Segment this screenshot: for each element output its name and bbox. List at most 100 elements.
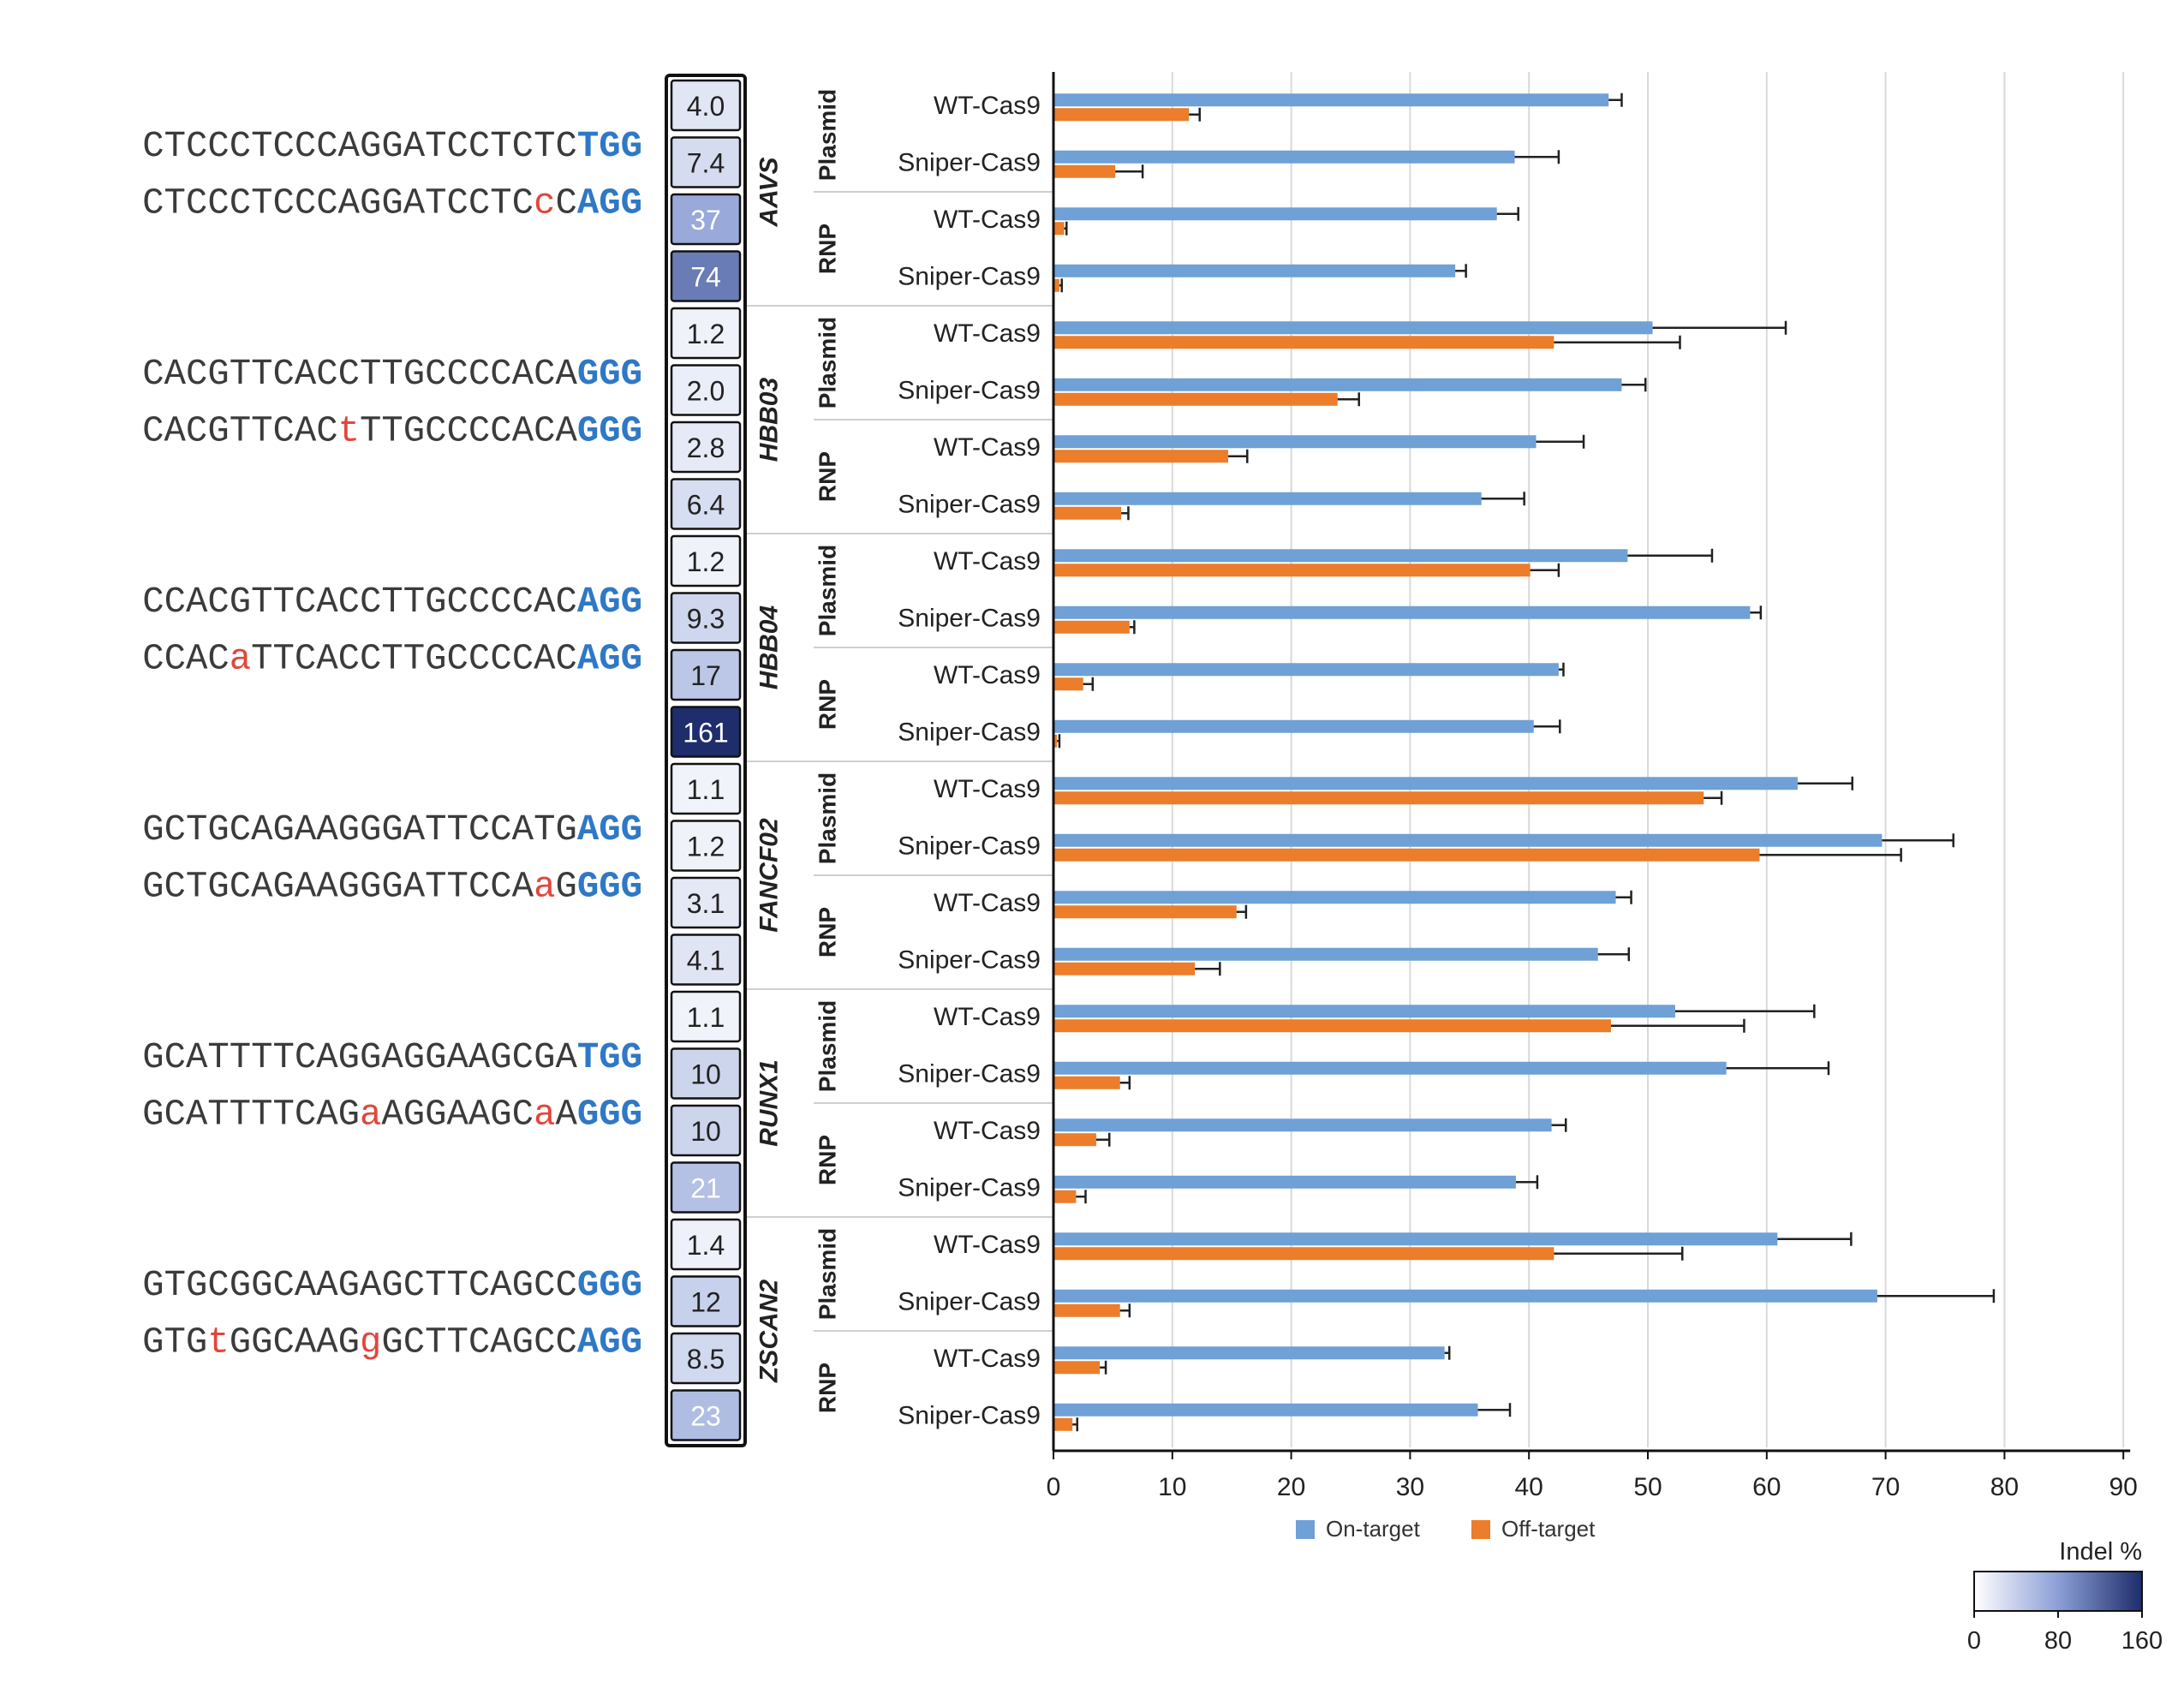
off-target-bar xyxy=(1053,1019,1611,1033)
chart-labels: AAVS Plasmid WT-Cas9 Sniper-Cas9 RNP WT-Cas9 S… xyxy=(744,75,1053,1447)
x-tick-label: 90 xyxy=(2109,1473,2138,1501)
heatmap-value: 161 xyxy=(683,718,728,749)
off-target-bar xyxy=(1053,1076,1120,1089)
off-target-bar xyxy=(1053,1190,1077,1203)
on-target-bar xyxy=(1053,777,1798,790)
variant-label: WT-Cas9 xyxy=(934,1345,1041,1373)
sequence-segment: CACGTTCACCTTGCCCCACA xyxy=(142,354,577,395)
variant-label: WT-Cas9 xyxy=(934,206,1041,234)
off-target-bar xyxy=(1053,108,1190,122)
pam-segment: GGG xyxy=(577,866,642,907)
off-target-sequence: GCTGCAGAAGGGATTCCAaGGGG xyxy=(142,866,642,907)
mismatch-base: a xyxy=(534,1094,555,1135)
heatmap-value: 21 xyxy=(690,1173,721,1204)
x-tick-label: 80 xyxy=(1990,1473,2019,1501)
on-target-sequence: CTCCCTCCCAGGATCCTCTCTGG xyxy=(142,126,642,167)
off-target-sequence: CCACaTTCACCTTGCCCCACAGG xyxy=(142,638,642,679)
on-target-bar xyxy=(1053,549,1628,563)
on-target-bar xyxy=(1053,663,1559,677)
heatmap-value: 1.4 xyxy=(687,1230,725,1261)
heatmap-cell xyxy=(670,990,742,1043)
on-target-bar xyxy=(1053,93,1609,107)
x-tick-label: 0 xyxy=(1047,1473,1061,1501)
heatmap-value: 1.2 xyxy=(687,832,725,862)
on-target-bar xyxy=(1053,1005,1675,1018)
heatmap-value: 1.1 xyxy=(687,774,725,805)
sequence-segment: C xyxy=(555,182,576,224)
pam-segment: TGG xyxy=(577,126,642,167)
sequence-segment: GTG xyxy=(142,1321,207,1363)
off-target-bar xyxy=(1053,734,1058,748)
heatmap-value: 8.5 xyxy=(687,1344,725,1375)
on-target-bar xyxy=(1053,1289,1877,1303)
x-axis: 0 10 20 30 40 50 60 70 80 90 xyxy=(1047,72,2138,1501)
sequence-segment: A xyxy=(555,1094,577,1135)
variant-label: WT-Cas9 xyxy=(934,433,1041,462)
delivery-label: RNP xyxy=(815,1135,841,1185)
sequence-segment: CCACGTTCACCTTGCCCCAC xyxy=(142,582,577,623)
target-name: HBB04 xyxy=(755,605,784,690)
off-target-bar xyxy=(1053,905,1237,919)
on-target-sequence: CCACGTTCACCTTGCCCCACAGG xyxy=(142,582,642,623)
on-target-bar xyxy=(1053,150,1515,164)
off-target-sequence: GTGtGGCAAGgGCTTCAGCCAGG xyxy=(142,1321,642,1363)
variant-label: Sniper-Cas9 xyxy=(898,832,1041,860)
pam-segment: TGG xyxy=(577,1037,642,1078)
variant-label: WT-Cas9 xyxy=(934,547,1041,576)
sequence-segment: CCAC xyxy=(142,638,230,679)
off-target-bar xyxy=(1053,1247,1554,1261)
off-target-bar xyxy=(1053,506,1122,520)
target-sequences: CTCCCTCCCAGGATCCTCTCTGGCTCCCTCCCAGGATCCT… xyxy=(142,126,642,1363)
colorbar-title: Indel % xyxy=(2059,1538,2142,1566)
off-target-bar xyxy=(1053,450,1229,463)
pam-segment: GGG xyxy=(577,1265,642,1306)
heatmap-cell xyxy=(670,421,742,474)
on-target-bar xyxy=(1053,719,1534,733)
off-target-bar xyxy=(1053,1417,1073,1431)
heatmap-cell xyxy=(670,1389,742,1441)
off-target-bar xyxy=(1053,962,1196,975)
variant-label: Sniper-Cas9 xyxy=(898,1059,1041,1088)
heatmap-cell xyxy=(670,762,742,815)
x-tick-label: 60 xyxy=(1752,1473,1781,1501)
on-target-sequence: CACGTTCACCTTGCCCCACAGGG xyxy=(142,354,642,395)
heatmap-cell xyxy=(670,1104,742,1157)
heatmap-value: 37 xyxy=(690,205,721,236)
variant-label: WT-Cas9 xyxy=(934,1231,1041,1259)
heatmap-value: 7.4 xyxy=(687,148,725,179)
target-name: RUNX1 xyxy=(755,1059,784,1147)
heatmap-value: 74 xyxy=(690,262,721,293)
heatmap-cell xyxy=(670,1218,742,1271)
sequence-segment: GCTGCAGAAGGGATTCCA xyxy=(142,866,534,907)
variant-label: Sniper-Cas9 xyxy=(898,604,1041,632)
sequence-segment: CACGTTCAC xyxy=(142,410,337,451)
heatmap-cell xyxy=(670,820,742,872)
heatmap-cell xyxy=(670,307,742,360)
sequence-segment: GCTGCAGAAGGGATTCCATG xyxy=(142,809,577,850)
heatmap-value: 4.1 xyxy=(687,945,725,976)
delivery-label: Plasmid xyxy=(815,772,841,864)
heatmap-cell xyxy=(670,364,742,416)
variant-label: WT-Cas9 xyxy=(934,92,1041,120)
heatmap-value: 10 xyxy=(690,1116,721,1147)
legend-swatch-on-target xyxy=(1296,1520,1315,1539)
x-tick-label: 30 xyxy=(1396,1473,1424,1501)
variant-label: Sniper-Cas9 xyxy=(898,148,1041,176)
off-target-bar xyxy=(1053,677,1083,691)
heatmap-cell xyxy=(670,592,742,644)
heatmap-value: 23 xyxy=(690,1401,721,1432)
target-name: ZSCAN2 xyxy=(755,1280,784,1383)
variant-label: Sniper-Cas9 xyxy=(898,490,1041,518)
variant-label: Sniper-Cas9 xyxy=(898,262,1041,290)
heatmap-cell xyxy=(670,1161,742,1214)
delivery-label: Plasmid xyxy=(815,89,841,181)
colorbar-tick-label: 80 xyxy=(2044,1627,2072,1655)
on-target-bar xyxy=(1053,1346,1445,1360)
legend-swatch-off-target xyxy=(1471,1520,1490,1539)
delivery-label: Plasmid xyxy=(815,1000,841,1092)
off-target-bar xyxy=(1053,278,1059,292)
sequence-segment: GCATTTTCAG xyxy=(142,1094,360,1135)
on-target-bar xyxy=(1053,492,1482,505)
off-target-bar xyxy=(1053,164,1116,178)
